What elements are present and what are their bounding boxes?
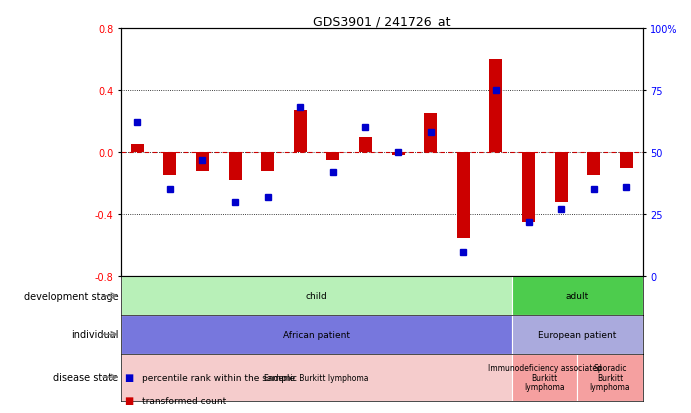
Bar bbox=[522, 153, 535, 223]
Bar bbox=[578, 354, 643, 401]
Text: disease state: disease state bbox=[53, 372, 118, 382]
Bar bbox=[359, 137, 372, 153]
Text: ■: ■ bbox=[124, 395, 133, 405]
Text: child: child bbox=[305, 292, 328, 301]
Text: European patient: European patient bbox=[538, 330, 616, 339]
Text: Immunodeficiency associated
Burkitt
lymphoma: Immunodeficiency associated Burkitt lymp… bbox=[488, 363, 602, 392]
Text: adult: adult bbox=[566, 292, 589, 301]
Bar bbox=[131, 145, 144, 153]
Bar bbox=[489, 60, 502, 153]
Bar bbox=[326, 153, 339, 161]
Text: individual: individual bbox=[70, 330, 118, 339]
Text: development stage: development stage bbox=[23, 291, 118, 301]
Bar bbox=[229, 153, 242, 180]
Bar bbox=[620, 153, 633, 169]
Text: ■: ■ bbox=[124, 372, 133, 382]
Bar bbox=[121, 277, 512, 315]
Bar bbox=[121, 354, 512, 401]
Bar bbox=[294, 111, 307, 153]
Bar bbox=[457, 153, 470, 238]
Bar bbox=[424, 114, 437, 153]
Bar bbox=[196, 153, 209, 171]
Text: African patient: African patient bbox=[283, 330, 350, 339]
Title: GDS3901 / 241726_at: GDS3901 / 241726_at bbox=[313, 15, 451, 28]
Bar bbox=[261, 153, 274, 171]
Text: Sporadic
Burkitt
lymphoma: Sporadic Burkitt lymphoma bbox=[589, 363, 630, 392]
Bar bbox=[512, 315, 643, 354]
Bar bbox=[392, 153, 405, 156]
Text: Endemic Burkitt lymphoma: Endemic Burkitt lymphoma bbox=[265, 373, 369, 382]
Text: percentile rank within the sample: percentile rank within the sample bbox=[142, 373, 295, 382]
Bar bbox=[512, 277, 643, 315]
Bar bbox=[121, 315, 512, 354]
Bar bbox=[555, 153, 567, 202]
Bar bbox=[512, 354, 578, 401]
Text: transformed count: transformed count bbox=[142, 396, 226, 405]
Bar bbox=[163, 153, 176, 176]
Bar bbox=[587, 153, 600, 176]
